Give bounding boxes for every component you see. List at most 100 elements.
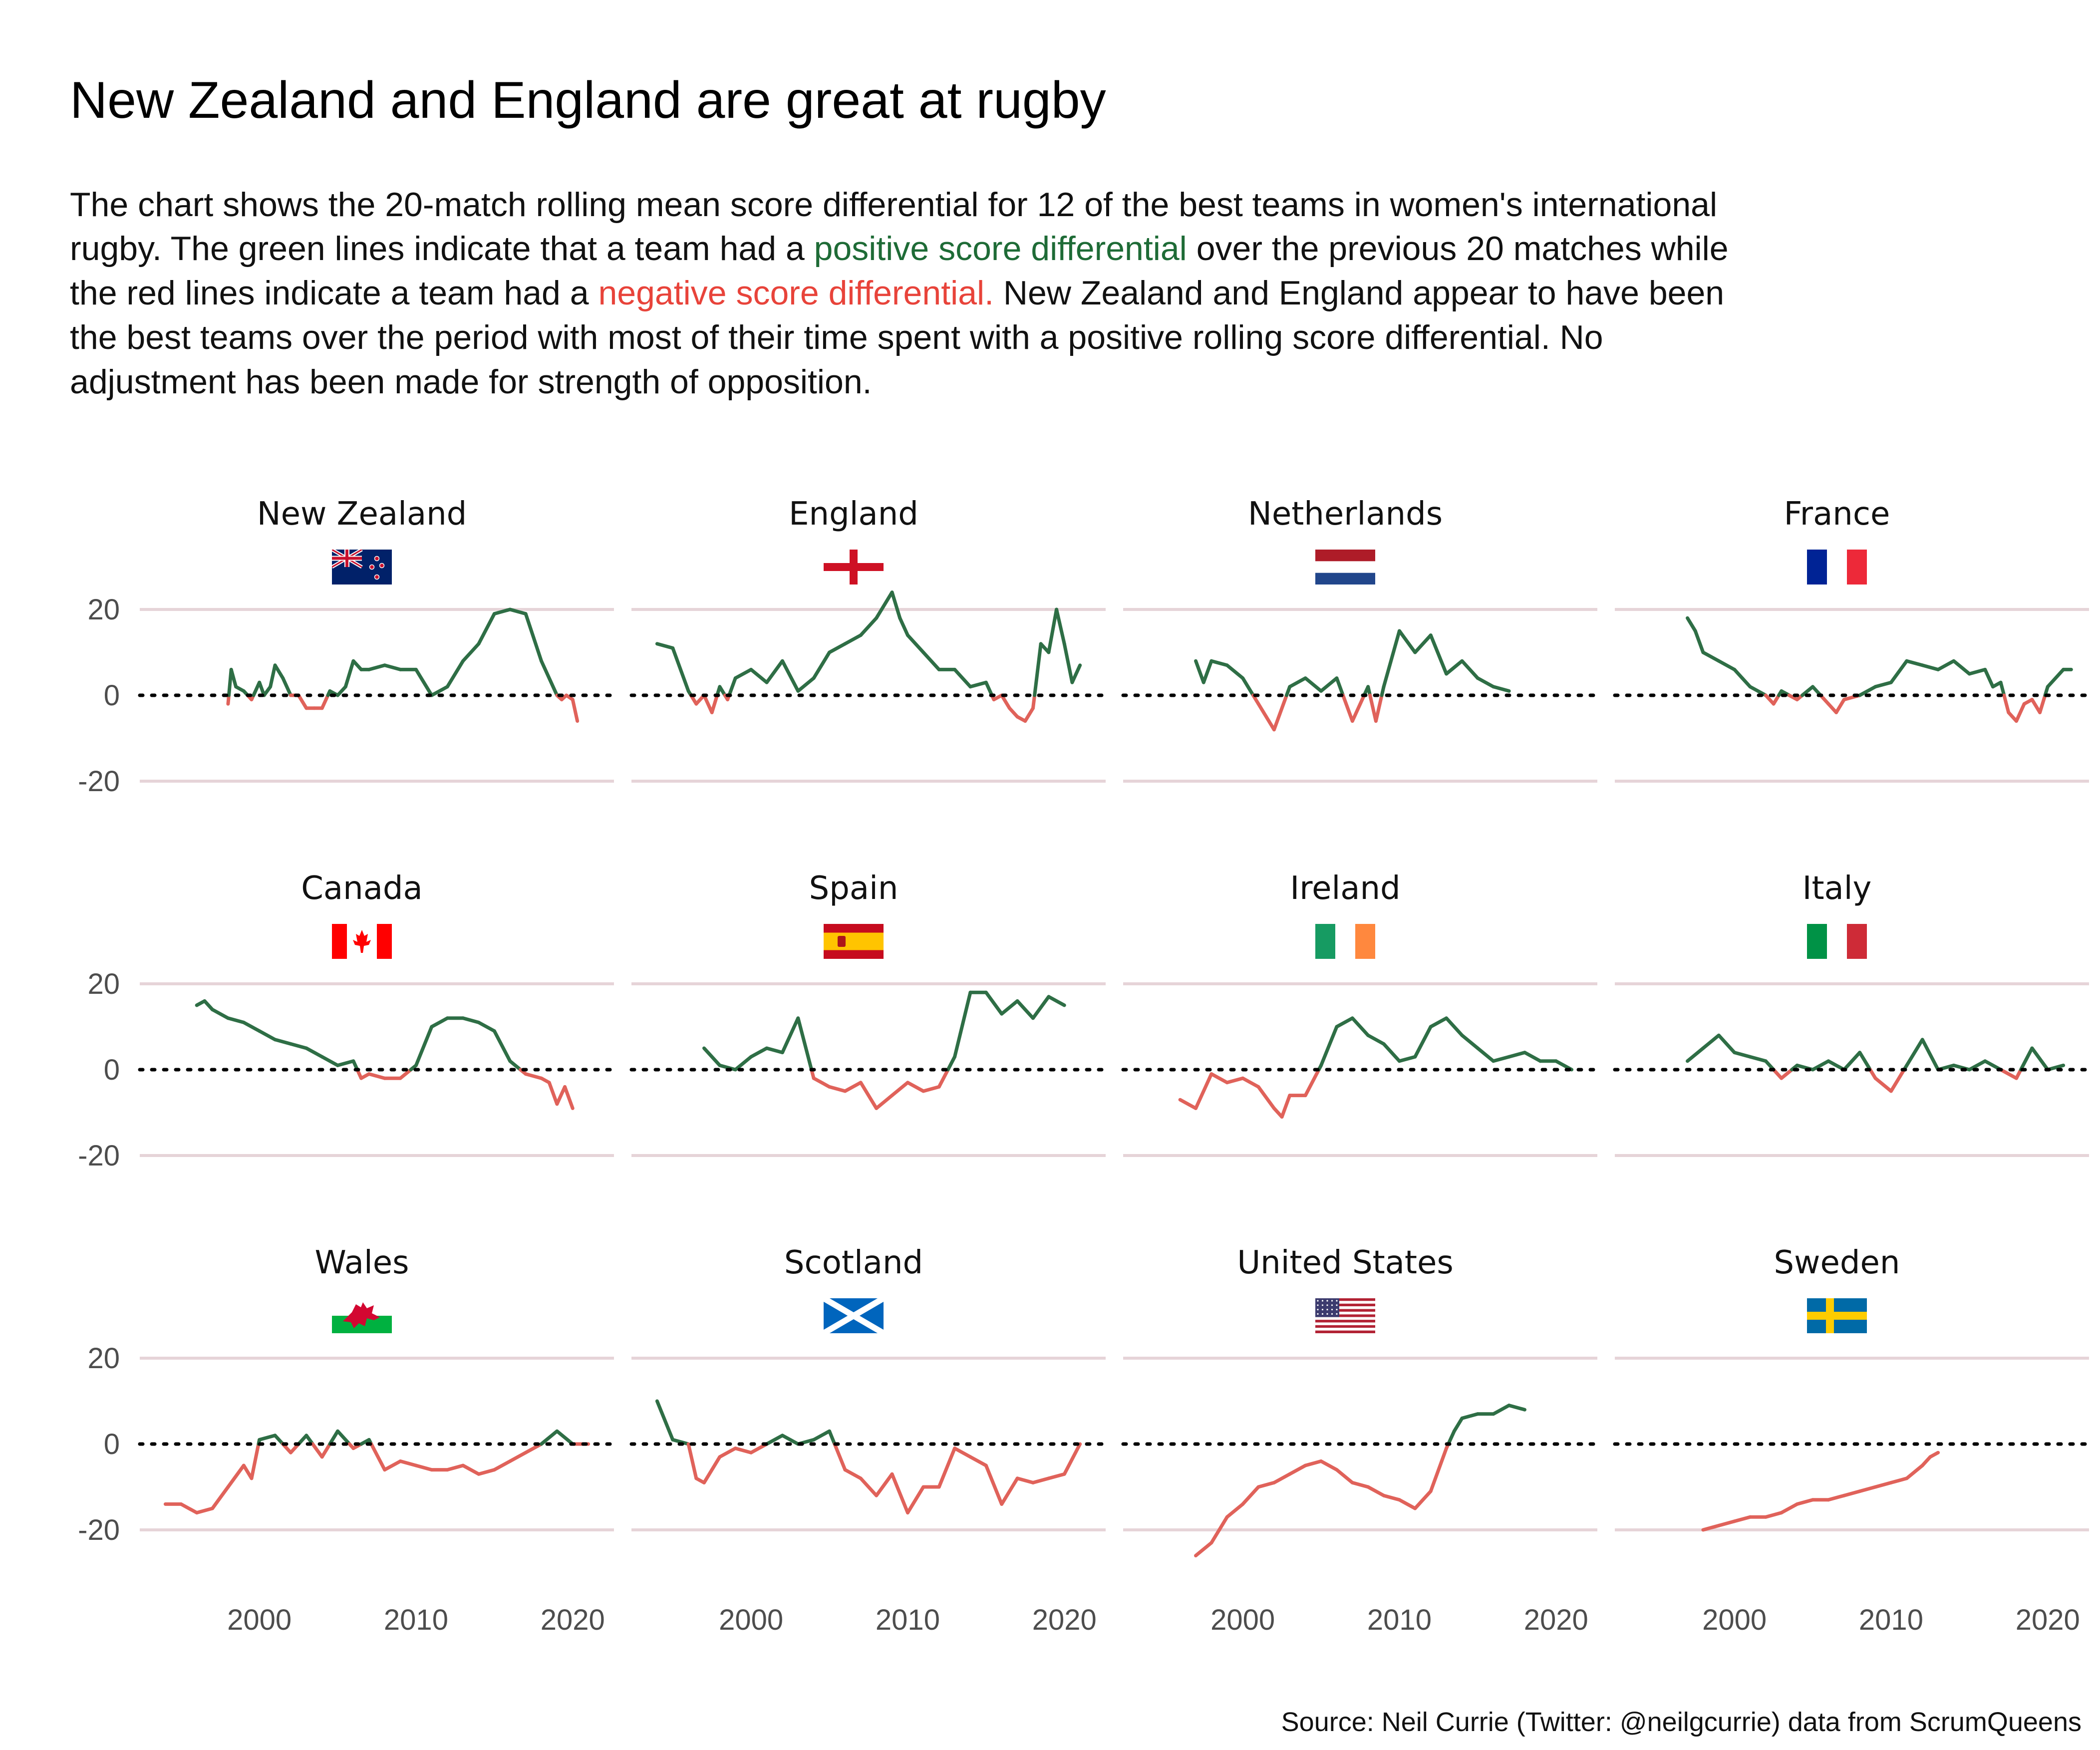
positive-score-differential-text: positive score differential <box>814 230 1187 268</box>
series-segment <box>953 1447 972 1459</box>
series-segment <box>226 1463 246 1489</box>
series-segment <box>343 659 355 689</box>
series-segment <box>1209 1072 1229 1085</box>
series-segment <box>1288 676 1307 689</box>
series-segment <box>1447 1429 1456 1446</box>
series-segment <box>383 663 402 671</box>
series-segment <box>843 633 863 646</box>
series-segment <box>1873 1076 1893 1093</box>
panel-title: France <box>1784 496 1890 533</box>
series-segment <box>937 1447 957 1489</box>
series-segment <box>1920 663 1940 671</box>
france-flag-icon <box>1807 550 1867 584</box>
series-segment <box>524 1072 543 1080</box>
series-segment <box>1476 1046 1496 1063</box>
series-segment <box>686 1442 698 1480</box>
series-segment <box>765 1046 784 1055</box>
series-segment <box>1780 1502 1799 1515</box>
series-segment <box>1748 685 1768 697</box>
england-flag-icon <box>824 550 884 584</box>
series-segment <box>1686 616 1697 633</box>
series-segment <box>702 1046 722 1067</box>
subtitle-line-3: the red lines indicate a team had a nega… <box>70 274 1724 312</box>
series-segment <box>1492 685 1511 693</box>
series-segment <box>1062 642 1074 684</box>
series-segment <box>1382 629 1401 689</box>
series-segment <box>211 1008 230 1020</box>
series-segment <box>890 1081 909 1098</box>
series-segment <box>780 1016 800 1055</box>
series-segment <box>351 659 363 671</box>
series-segment <box>273 1038 293 1046</box>
series-segment <box>414 667 434 697</box>
series-segment <box>477 1020 496 1033</box>
series-segment <box>1382 1493 1401 1502</box>
series-segment <box>328 1429 340 1446</box>
series-segment <box>843 1081 863 1093</box>
x-tick-label: 2000 <box>227 1604 292 1636</box>
series-segment <box>2002 693 2011 714</box>
series-segment <box>1194 659 1205 684</box>
series-segment <box>320 693 330 710</box>
series-segment <box>968 680 988 689</box>
series-segment <box>1209 1515 1229 1545</box>
series-segment <box>555 1085 567 1106</box>
series-segment <box>1858 685 1877 697</box>
series-segment <box>2046 667 2066 689</box>
series-segment <box>1889 659 1909 684</box>
series-segment <box>859 616 879 637</box>
panel-title: New Zealand <box>257 496 467 533</box>
panel-sweden: Sweden <box>1613 1244 2091 1532</box>
series-segment <box>1413 1025 1433 1059</box>
series-segment <box>733 1447 753 1455</box>
series-segment <box>336 1059 355 1067</box>
series-segment <box>310 1442 324 1459</box>
series-segment <box>1492 1055 1511 1063</box>
series-segment <box>1780 1068 1794 1080</box>
series-segment <box>1335 1016 1354 1029</box>
series-segment <box>1031 1476 1051 1484</box>
series-segment <box>2007 710 2018 723</box>
series-segment <box>1858 1485 1877 1493</box>
series-segment <box>1733 1051 1752 1059</box>
series-segment <box>1241 1485 1260 1506</box>
series-segment <box>702 693 714 714</box>
series-segment <box>304 1046 324 1059</box>
new-zealand-flag-icon <box>332 550 392 584</box>
series-segment <box>655 1399 675 1442</box>
series-segment <box>1826 1493 1846 1502</box>
series-segment <box>671 1438 690 1446</box>
series-segment <box>1000 999 1019 1016</box>
series-segment <box>1429 1447 1449 1493</box>
series-segment <box>555 1429 575 1446</box>
series-segment <box>1811 1059 1830 1072</box>
series-segment <box>258 1434 277 1442</box>
subtitle-line-2: rugby. The green lines indicate that a t… <box>70 230 1729 268</box>
series-segment <box>414 1463 434 1472</box>
series-segment <box>1350 693 1366 723</box>
series-segment <box>1350 1016 1370 1037</box>
series-segment <box>304 1434 314 1446</box>
series-segment <box>1764 1511 1784 1519</box>
series-segment <box>1905 1038 1924 1067</box>
panel-spain: Spain <box>629 870 1108 1157</box>
series-segment <box>968 1455 988 1467</box>
subtitle-line-5: adjustment has been made for strength of… <box>70 363 872 401</box>
series-segment <box>1194 1541 1213 1558</box>
series-segment <box>1241 676 1255 697</box>
series-segment <box>1873 1480 1893 1489</box>
series-segment <box>320 1442 332 1459</box>
series-segment <box>890 590 902 620</box>
panel-title: Wales <box>315 1244 409 1281</box>
series-segment <box>461 1463 481 1476</box>
negative-score-differential-text: negative score differential. <box>598 274 994 312</box>
series-segment <box>655 642 675 650</box>
series-segment <box>1740 676 1752 689</box>
series-segment <box>1201 659 1213 684</box>
panel-scotland: Scotland <box>629 1244 1108 1531</box>
series-segment <box>1701 1033 1721 1050</box>
series-segment <box>229 667 238 689</box>
series-segment <box>1256 1085 1276 1110</box>
x-tick-label: 2020 <box>2016 1604 2080 1636</box>
